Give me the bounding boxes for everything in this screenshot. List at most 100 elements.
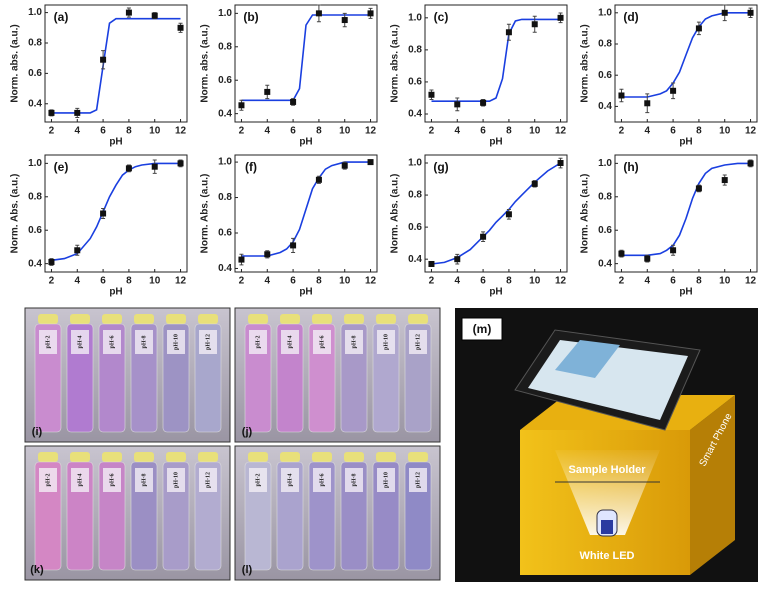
fit-line [51,162,181,262]
vial-label: pH-6 [109,473,115,486]
y-axis-label: Norm. abs. (a.u.) [580,24,591,102]
vial-cap [134,314,154,324]
vial-label-strip [199,330,217,354]
vial-label-strip [135,330,153,354]
data-point [151,163,158,170]
x-tick-label: 6 [100,126,106,137]
vial-label-strip [345,468,363,492]
photo-label: (j) [242,426,253,438]
x-tick-label: 8 [506,126,512,137]
vial-label: pH-4 [287,335,293,348]
plot-frame [424,4,568,123]
vial-label-strip [199,468,217,492]
x-tick-label: 4 [264,126,270,137]
panel-label: (d) [623,10,638,24]
y-tick-label: 0.6 [28,225,42,236]
vial-label: pH-2 [45,335,51,348]
x-tick-label: 4 [74,276,80,287]
chart: 2 4 6 8 10 12 0.4 0.6 0.8 1.0 pH Norm. abs. (a.u.) (… [10,4,188,148]
x-tick-label: 6 [290,276,296,287]
y-tick-label: 0.4 [598,258,612,269]
vial-label-strip [167,468,185,492]
data-point [264,88,271,95]
y-tick-label: 0.8 [28,191,42,202]
data-point [74,109,81,116]
vial-label: pH-10 [173,472,179,488]
y-tick-label: 0.8 [218,192,232,203]
data-point [644,100,651,107]
data-point [454,101,461,108]
fit-line [241,161,371,257]
vial-label: pH-4 [77,335,83,348]
chart: 2 4 6 8 10 12 0.4 0.6 0.8 1.0 pH Norm. Abs. (a.u.) (… [200,154,378,298]
vial-label: pH-8 [141,473,147,486]
data-point [505,29,512,36]
x-tick-label: 2 [619,276,625,287]
data-point [428,260,435,267]
vial-label: pH-2 [45,473,51,486]
panel-label: (c) [434,10,449,24]
vial-cap [38,452,58,462]
photo-label: (l) [242,564,253,576]
x-tick-label: 6 [670,276,676,287]
vial-cap [198,314,218,324]
vial-cap [312,314,332,324]
vial-label-strip [409,468,427,492]
data-point [151,12,158,19]
y-axis-label: Norm. Abs. (a.u.) [580,174,591,254]
y-axis-label: Norm. abs. (a.u.) [200,24,211,102]
data-point [238,102,245,109]
chart: 2 4 6 8 10 12 0.4 0.6 0.8 1.0 pH Norm. Abs. (a.u.) (… [390,154,568,298]
x-tick-label: 4 [264,276,270,287]
x-tick-label: 2 [49,276,55,287]
plot-frame [44,4,188,123]
data-point [315,10,322,17]
x-tick-label: 12 [175,126,187,137]
data-point [177,24,184,31]
box-side [690,395,735,575]
vial-label: pH-4 [287,473,293,486]
x-tick-label: 2 [429,276,435,287]
vial-cap [134,452,154,462]
data-point [747,9,754,16]
y-tick-label: 1.0 [408,158,422,169]
vial-cap [280,452,300,462]
y-tick-label: 1.0 [598,158,612,169]
data-point [531,180,538,187]
led-cap [601,520,613,534]
y-tick-label: 0.6 [28,68,42,79]
data-point [454,256,461,263]
chart: 2 4 6 8 10 12 0.4 0.6 0.8 1.0 pH Norm. abs. (a.u.) (… [580,4,758,148]
y-tick-label: 0.4 [28,258,42,269]
data-point [721,9,728,16]
data-point [125,165,132,172]
y-tick-label: 1.0 [408,12,422,23]
vial-label-strip [249,330,267,354]
chart: 2 4 6 8 10 12 0.4 0.6 0.8 1.0 pH Norm. abs. (a.u.) (… [390,4,568,148]
vial-cap [166,314,186,324]
vial-cap [376,452,396,462]
plot-frame [44,154,188,273]
screen-content [555,340,620,378]
vial-label: pH-2 [255,335,261,348]
data-point [695,25,702,32]
fit-line [431,162,561,265]
x-tick-label: 10 [339,276,351,287]
data-point [177,160,184,167]
data-point [670,87,677,94]
vial-label-strip [281,468,299,492]
chart: 2 4 6 8 10 12 0.4 0.6 0.8 1.0 pH Norm. Abs. (a.u.) (… [580,154,758,298]
x-tick-label: 4 [454,126,460,137]
vial-cap [408,452,428,462]
panel-label: (a) [54,10,69,24]
y-tick-label: 1.0 [28,7,42,18]
y-tick-label: 0.8 [598,39,612,50]
photo-panel: pH-2 pH-4 pH-6 pH-8 pH-10 pH-12 (i) [24,307,231,443]
data-point [721,177,728,184]
y-tick-label: 0.8 [28,38,42,49]
vial-label: pH-8 [351,335,357,348]
vial-label: pH-6 [109,335,115,348]
y-tick-label: 0.4 [28,98,42,109]
y-tick-label: 0.6 [408,222,422,233]
